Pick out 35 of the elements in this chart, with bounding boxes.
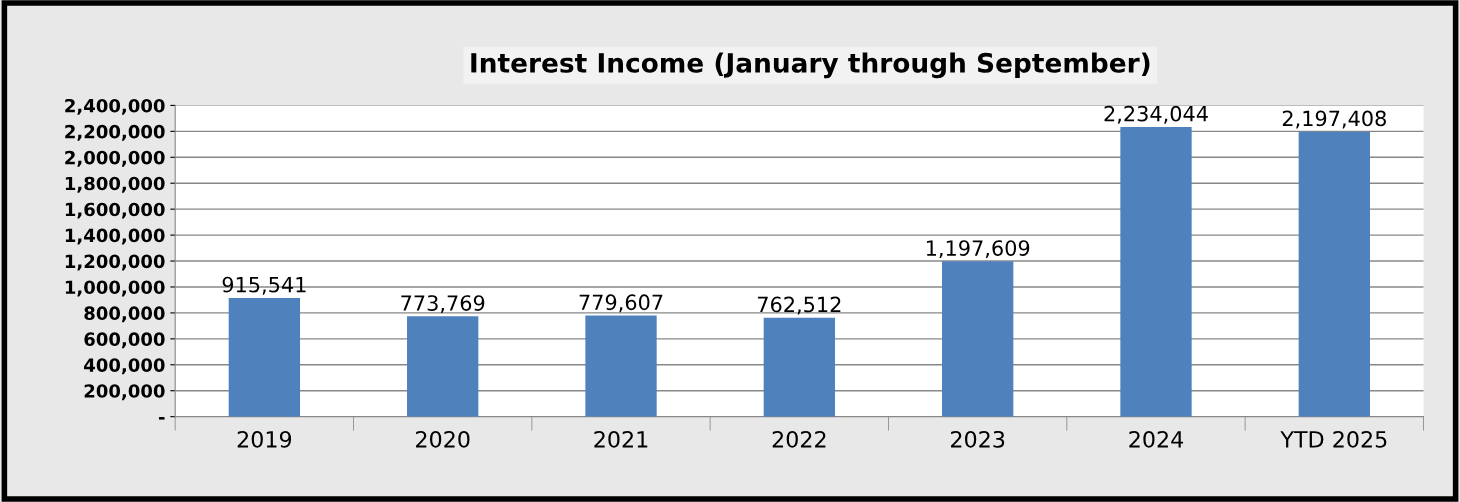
data-label: 762,512 bbox=[757, 296, 841, 315]
y-tick-label: - bbox=[158, 417, 165, 420]
data-label: 1,197,609 bbox=[926, 240, 1030, 259]
data-label: 2,234,044 bbox=[1104, 105, 1208, 124]
y-tick-label: 1,000,000 bbox=[65, 280, 165, 297]
y-tick-label: 2,200,000 bbox=[65, 124, 165, 141]
y-tick-label: 800,000 bbox=[84, 306, 165, 323]
bar bbox=[228, 297, 301, 417]
x-tick-label: 2022 bbox=[772, 430, 826, 448]
y-tick-label: 1,800,000 bbox=[65, 176, 165, 193]
data-label: 773,769 bbox=[401, 295, 485, 314]
x-tick-label: 2021 bbox=[594, 430, 648, 448]
y-tick-label: 2,000,000 bbox=[65, 150, 165, 167]
y-tick-label: 2,400,000 bbox=[65, 98, 165, 115]
y-tick-label: 1,600,000 bbox=[65, 202, 165, 219]
bar bbox=[1298, 131, 1370, 417]
data-label: 2,197,408 bbox=[1282, 110, 1386, 129]
x-tick-label: 2023 bbox=[951, 430, 1005, 448]
y-tick-label: 600,000 bbox=[84, 332, 165, 349]
bar bbox=[763, 317, 836, 417]
x-tick-label: 2019 bbox=[237, 430, 292, 448]
x-tick-label: 2020 bbox=[416, 430, 470, 448]
x-tick-label: 2024 bbox=[1129, 430, 1184, 448]
chart-title: Interest Income (January through September) bbox=[471, 52, 1150, 79]
data-label: 915,541 bbox=[222, 276, 306, 295]
y-tick-label: 1,200,000 bbox=[65, 254, 165, 271]
bar bbox=[1120, 126, 1192, 417]
bar bbox=[407, 316, 479, 417]
y-tick-label: 400,000 bbox=[84, 358, 165, 375]
y-tick-label: 1,400,000 bbox=[65, 228, 165, 245]
y-tick-label: 200,000 bbox=[84, 384, 165, 401]
data-label: 779,607 bbox=[579, 294, 663, 313]
x-tick-label: YTD 2025 bbox=[1280, 430, 1387, 448]
bar bbox=[585, 315, 657, 417]
bar bbox=[942, 261, 1014, 417]
